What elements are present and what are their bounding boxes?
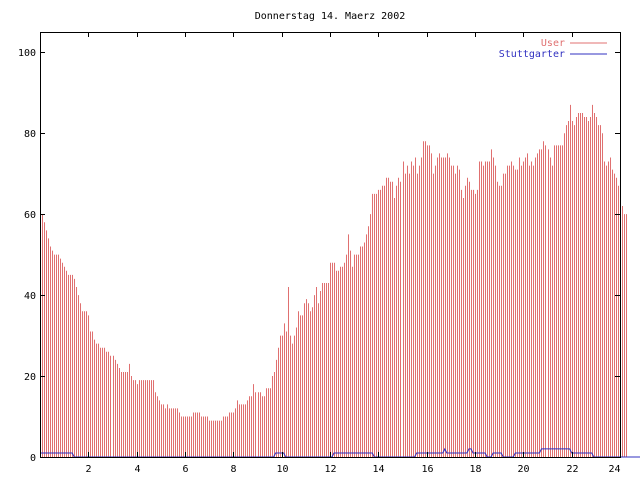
x-tick-label-18: 18 — [469, 464, 481, 475]
y-tick-label-40: 40 — [24, 291, 36, 302]
x-tick-label-14: 14 — [372, 464, 384, 475]
x-tick-label-10: 10 — [276, 464, 288, 475]
x-axis: 2 4 6 8 10 12 14 16 18 20 22 24 — [85, 32, 621, 475]
x-tick-label-16: 16 — [421, 464, 433, 475]
x-tick-label-24: 24 — [608, 464, 620, 475]
user-bars — [40, 104, 627, 457]
legend-label-user: User — [541, 38, 565, 49]
y-tick-label-20: 20 — [24, 372, 36, 383]
y-tick-label-0: 0 — [30, 453, 36, 464]
legend: User Stuttgarter — [499, 38, 607, 60]
x-tick-label-4: 4 — [134, 464, 140, 475]
x-tick-label-22: 22 — [566, 464, 578, 475]
chart-title: Donnerstag 14. Maerz 2002 — [255, 11, 406, 22]
y-tick-label-100: 100 — [18, 48, 36, 59]
x-tick-label-20: 20 — [517, 464, 529, 475]
y-tick-label-80: 80 — [24, 129, 36, 140]
x-tick-label-6: 6 — [182, 464, 188, 475]
y-axis: 0 20 40 60 80 100 — [18, 48, 620, 464]
x-tick-label-8: 8 — [230, 464, 236, 475]
legend-label-stuttgarter: Stuttgarter — [499, 49, 565, 60]
y-tick-label-60: 60 — [24, 210, 36, 221]
x-tick-label-2: 2 — [85, 464, 91, 475]
x-tick-label-12: 12 — [324, 464, 336, 475]
